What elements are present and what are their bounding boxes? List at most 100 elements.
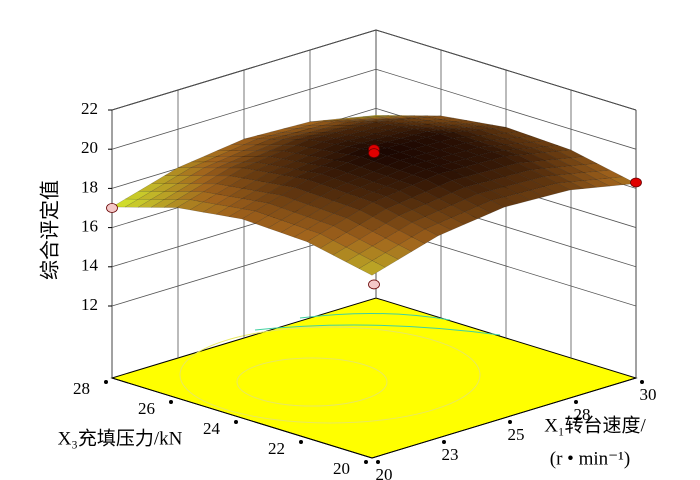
surface-patch bbox=[281, 169, 309, 178]
surface-patch bbox=[492, 138, 519, 145]
contour bbox=[299, 312, 451, 321]
surface-patch bbox=[505, 148, 532, 156]
y-tick-label: 26 bbox=[138, 399, 155, 418]
surface-patch bbox=[399, 164, 427, 176]
surface-patch bbox=[492, 144, 519, 151]
surface-patch bbox=[217, 156, 244, 163]
surface-patch bbox=[124, 199, 152, 208]
surface-patch bbox=[464, 193, 492, 207]
y-tick bbox=[104, 380, 108, 384]
surface-patch bbox=[320, 167, 348, 179]
x-tick bbox=[508, 420, 512, 424]
design-point bbox=[368, 279, 380, 290]
x-tick bbox=[376, 460, 380, 464]
box-edge bbox=[371, 377, 637, 459]
surface-patch bbox=[504, 154, 532, 164]
surface-patch bbox=[412, 168, 440, 180]
surface-patch bbox=[308, 141, 336, 151]
z-tick-label: 16 bbox=[81, 217, 98, 236]
y-axis-label: X₃充填压力/kN bbox=[58, 427, 183, 449]
surface-patch bbox=[307, 149, 336, 159]
surface-patch bbox=[137, 183, 166, 192]
y-tick bbox=[234, 420, 238, 424]
surface-patch bbox=[385, 180, 414, 192]
surface-patch bbox=[358, 245, 386, 261]
contour bbox=[179, 326, 481, 424]
surface-patch bbox=[505, 131, 533, 138]
surface-patch bbox=[424, 198, 453, 212]
surface-patch bbox=[307, 165, 336, 175]
surface-patch bbox=[503, 193, 531, 205]
surface-patch bbox=[242, 162, 270, 171]
surface-patch bbox=[412, 179, 440, 193]
surface-patch bbox=[269, 139, 297, 146]
surface-patch bbox=[256, 144, 283, 152]
y-tick-label: 20 bbox=[333, 459, 350, 478]
design-point bbox=[106, 203, 118, 213]
surface-patch bbox=[373, 155, 401, 167]
surface-patch bbox=[163, 199, 191, 208]
surface-patch bbox=[438, 180, 466, 194]
surface-patch bbox=[358, 260, 386, 276]
x-axis-label: X₁转台速度/ bbox=[544, 414, 646, 436]
y-tick-label: 28 bbox=[73, 379, 90, 398]
surface-patch bbox=[437, 217, 465, 231]
surface-patch bbox=[424, 223, 452, 237]
surface-patch bbox=[177, 161, 205, 168]
surface-patch bbox=[398, 197, 426, 211]
surface-patch bbox=[306, 221, 334, 235]
surface-patch bbox=[307, 157, 336, 167]
contours bbox=[179, 312, 501, 424]
x-tick-label: 30 bbox=[640, 385, 657, 404]
surface-patch bbox=[203, 161, 231, 169]
surface-patch bbox=[386, 159, 414, 171]
x-tick-label: 23 bbox=[442, 445, 459, 464]
contour bbox=[254, 324, 501, 336]
surface-patch bbox=[490, 176, 519, 188]
surface-patch bbox=[490, 196, 518, 208]
surface-patch bbox=[333, 162, 362, 173]
surface-patch bbox=[437, 204, 466, 218]
surface-patch bbox=[241, 200, 269, 212]
z-axis-label: 综合评定值 bbox=[39, 180, 62, 280]
surface-patch bbox=[333, 172, 361, 184]
surface-patch bbox=[464, 173, 492, 184]
surface-patch bbox=[384, 244, 413, 260]
surface-patch bbox=[398, 209, 426, 223]
surface-patch bbox=[411, 191, 440, 205]
x-tick-label: 20 bbox=[376, 465, 393, 480]
surface-patch bbox=[464, 183, 492, 195]
y-tick bbox=[364, 460, 368, 464]
z-tick-label: 12 bbox=[81, 295, 98, 314]
surface-patch bbox=[333, 154, 362, 163]
surface-patch bbox=[464, 205, 492, 219]
surface-patch bbox=[228, 198, 256, 210]
y-tick bbox=[169, 400, 173, 404]
surface-patch bbox=[450, 211, 479, 225]
surface-patch bbox=[490, 186, 518, 198]
design-point bbox=[368, 148, 380, 159]
design-point bbox=[630, 177, 642, 188]
z-tick-label: 18 bbox=[81, 177, 98, 196]
surface-patch bbox=[334, 146, 362, 155]
surface-patch bbox=[281, 161, 310, 170]
y-tick-label: 22 bbox=[268, 439, 285, 458]
surface-patch bbox=[478, 145, 506, 152]
x-tick-label: 28 bbox=[574, 405, 591, 424]
surface-patch bbox=[202, 183, 231, 195]
box-edge bbox=[111, 377, 373, 459]
x-tick bbox=[640, 380, 644, 384]
surface-patch bbox=[477, 200, 505, 214]
surface-patch bbox=[398, 236, 426, 252]
y-tick bbox=[299, 440, 303, 444]
surface-patch bbox=[451, 186, 479, 200]
surface-patch bbox=[504, 162, 532, 174]
surface-patch bbox=[281, 145, 310, 154]
surface-patch bbox=[346, 176, 374, 188]
surface-patch bbox=[281, 153, 310, 162]
surface-patch bbox=[372, 196, 400, 210]
surface-patch bbox=[411, 228, 439, 244]
surface-patch bbox=[425, 185, 453, 199]
z-tick-label: 14 bbox=[81, 256, 99, 275]
